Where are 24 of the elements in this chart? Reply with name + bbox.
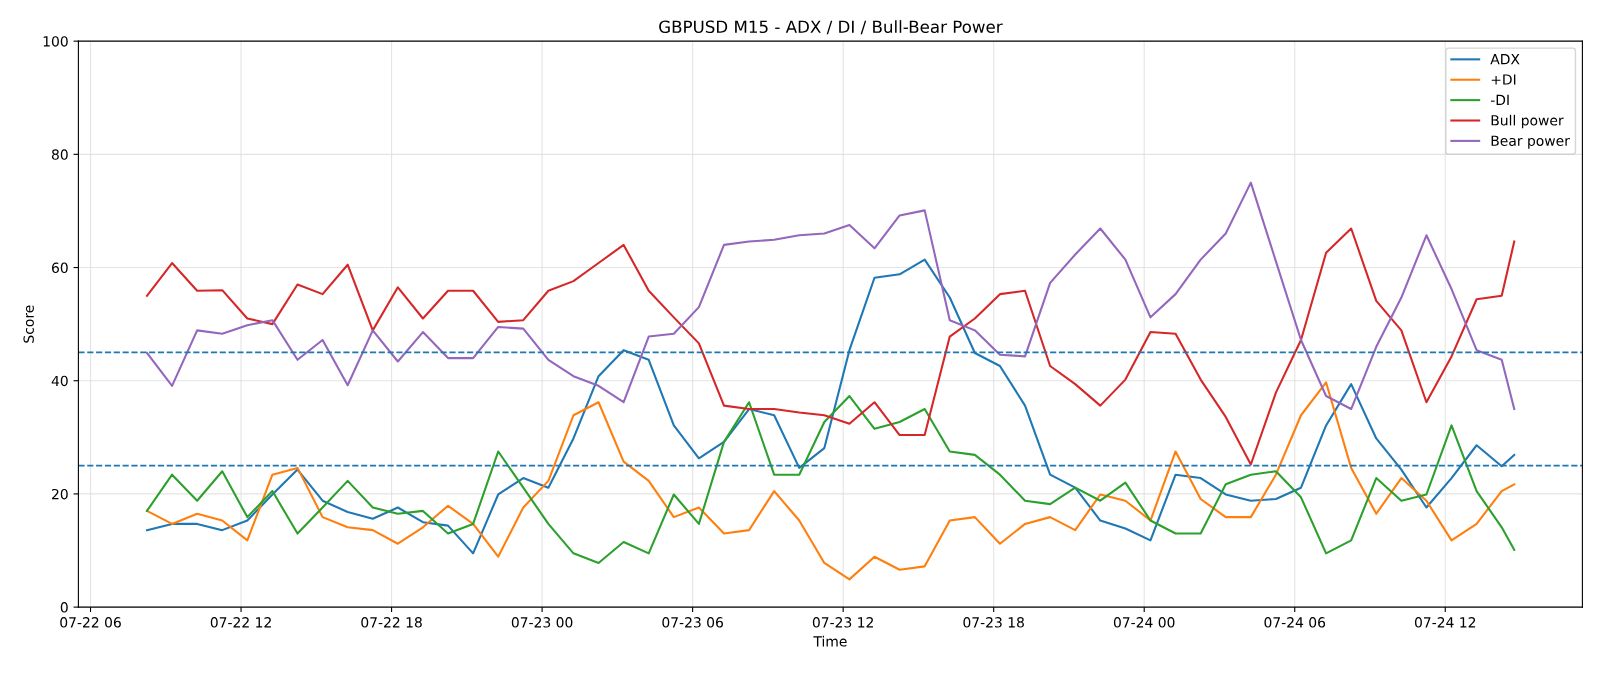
chart-title: GBPUSD M15 - ADX / DI / Bull-Bear Power xyxy=(659,20,1003,35)
y-tick-label: 0 xyxy=(60,602,68,613)
x-tick-label: 07-24 00 xyxy=(1113,617,1175,628)
x-tick-label: 07-22 12 xyxy=(210,617,271,628)
x-tick-label: 07-23 00 xyxy=(511,617,573,628)
x-tick-label: 07-24 06 xyxy=(1264,617,1326,628)
y-tick-label: 100 xyxy=(43,36,68,47)
y-tick-label: 80 xyxy=(51,149,68,160)
x-tick-label: 07-24 12 xyxy=(1414,617,1476,628)
legend-label: Bear power xyxy=(1491,135,1570,149)
legend-label: +DI xyxy=(1491,74,1516,85)
x-tick-label: 07-22 18 xyxy=(361,617,422,628)
y-tick-label: 60 xyxy=(51,262,68,274)
legend-label: Bull power xyxy=(1491,114,1564,129)
x-tick-label: 07-22 06 xyxy=(60,617,121,628)
legend-label: -DI xyxy=(1490,94,1509,105)
x-axis-title: Time xyxy=(813,635,847,647)
y-tick-label: 40 xyxy=(51,375,68,387)
x-tick-label: 07-23 18 xyxy=(963,617,1024,628)
x-tick-label: 07-23 06 xyxy=(662,617,723,628)
y-axis-title: Score xyxy=(23,305,34,343)
y-tick-label: 20 xyxy=(52,488,68,500)
x-tick-label: 07-23 12 xyxy=(812,617,873,628)
legend-label: ADX xyxy=(1490,54,1520,65)
